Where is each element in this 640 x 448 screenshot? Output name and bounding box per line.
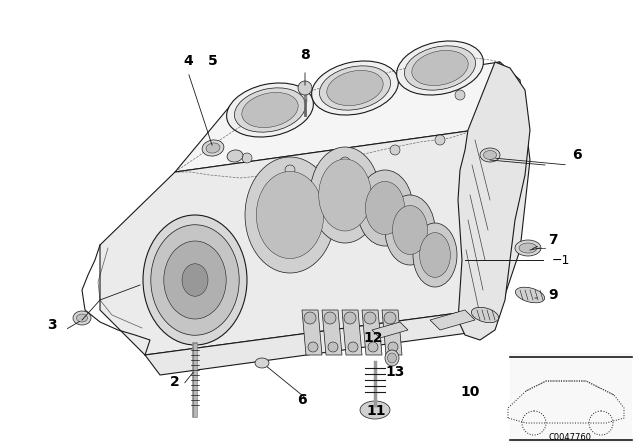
Ellipse shape [319, 66, 390, 110]
Ellipse shape [242, 92, 298, 128]
Text: C0047760: C0047760 [548, 433, 591, 442]
Text: 8: 8 [300, 48, 310, 62]
Polygon shape [100, 130, 500, 355]
Polygon shape [342, 310, 362, 355]
Ellipse shape [413, 223, 457, 287]
Polygon shape [458, 62, 530, 340]
Ellipse shape [327, 70, 383, 106]
Ellipse shape [256, 172, 324, 258]
Ellipse shape [202, 140, 224, 156]
Ellipse shape [182, 264, 208, 296]
Bar [510, 353, 632, 443]
Text: 3: 3 [47, 318, 57, 332]
Polygon shape [430, 310, 475, 330]
Polygon shape [322, 310, 342, 355]
Text: 2: 2 [170, 375, 180, 389]
Text: 13: 13 [385, 365, 404, 379]
Ellipse shape [385, 350, 399, 366]
Text: 10: 10 [460, 385, 480, 399]
Ellipse shape [515, 287, 545, 303]
Circle shape [455, 90, 465, 100]
Ellipse shape [319, 159, 371, 231]
Ellipse shape [255, 358, 269, 368]
Text: 6: 6 [572, 148, 582, 162]
Polygon shape [175, 62, 500, 172]
Ellipse shape [234, 88, 305, 132]
Ellipse shape [312, 61, 398, 115]
Polygon shape [302, 310, 322, 355]
Polygon shape [362, 310, 382, 355]
Ellipse shape [245, 157, 335, 273]
Ellipse shape [227, 150, 243, 162]
Circle shape [308, 342, 318, 352]
Polygon shape [372, 322, 408, 338]
Circle shape [285, 165, 295, 175]
Ellipse shape [412, 51, 468, 86]
Circle shape [328, 342, 338, 352]
Ellipse shape [365, 181, 404, 235]
Ellipse shape [77, 314, 88, 322]
Circle shape [340, 157, 350, 167]
Circle shape [213, 143, 223, 153]
Ellipse shape [471, 307, 499, 323]
Circle shape [298, 81, 312, 95]
Ellipse shape [397, 41, 483, 95]
Circle shape [368, 342, 378, 352]
Text: 9: 9 [548, 288, 557, 302]
Polygon shape [382, 310, 402, 355]
Ellipse shape [151, 225, 239, 335]
Polygon shape [145, 310, 490, 375]
Ellipse shape [310, 147, 380, 243]
Ellipse shape [385, 195, 435, 265]
Circle shape [344, 312, 356, 324]
Ellipse shape [360, 401, 390, 419]
Ellipse shape [206, 143, 220, 153]
Ellipse shape [483, 151, 497, 159]
Ellipse shape [420, 233, 451, 277]
Text: −1: −1 [552, 254, 570, 267]
Circle shape [242, 153, 252, 163]
Circle shape [390, 145, 400, 155]
Ellipse shape [515, 240, 541, 256]
Text: 5: 5 [208, 54, 218, 68]
Circle shape [304, 312, 316, 324]
Ellipse shape [387, 353, 397, 363]
Text: 7: 7 [548, 233, 557, 247]
Ellipse shape [164, 241, 226, 319]
Circle shape [435, 135, 445, 145]
Ellipse shape [519, 243, 537, 253]
Ellipse shape [357, 170, 413, 246]
Text: 6: 6 [297, 393, 307, 407]
Ellipse shape [404, 46, 476, 90]
Text: 12: 12 [364, 331, 383, 345]
Ellipse shape [73, 311, 91, 325]
Circle shape [348, 342, 358, 352]
Text: 11: 11 [366, 404, 386, 418]
Text: 4: 4 [183, 54, 193, 68]
Circle shape [324, 312, 336, 324]
Polygon shape [475, 62, 530, 310]
Circle shape [388, 342, 398, 352]
Circle shape [384, 312, 396, 324]
Ellipse shape [227, 83, 314, 137]
Ellipse shape [392, 206, 428, 254]
Ellipse shape [480, 148, 500, 162]
Circle shape [364, 312, 376, 324]
Ellipse shape [143, 215, 247, 345]
